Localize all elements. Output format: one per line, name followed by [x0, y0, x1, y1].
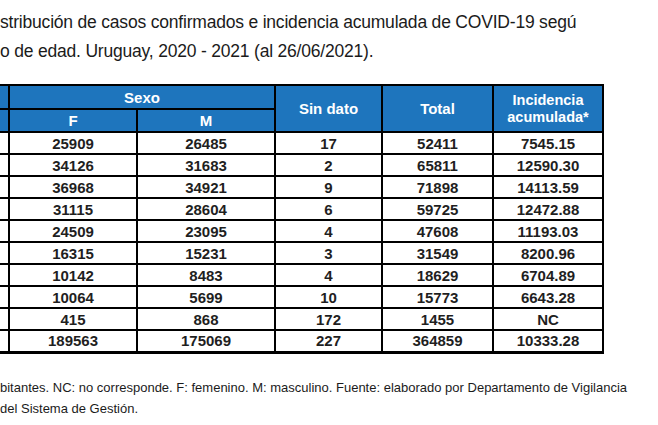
table-row: 18956317506922736485910333.28 — [0, 330, 603, 352]
table-cell: 10064 — [9, 286, 137, 308]
age-group-header-cut — [0, 85, 9, 109]
table-cell: 7545.15 — [493, 132, 603, 154]
table-cell: 227 — [275, 330, 382, 352]
table-cell: 4 — [275, 264, 382, 286]
table-cell: 26485 — [137, 132, 275, 154]
table-row: 369683492197189814113.59 — [0, 176, 603, 198]
age-group-cell-cut — [0, 198, 9, 220]
table-cell: 11193.03 — [493, 220, 603, 242]
table-row: 311152860465972512472.88 — [0, 198, 603, 220]
table-row: 259092648517524117545.15 — [0, 132, 603, 154]
table-cell: 3 — [275, 242, 382, 264]
table-cell: 172 — [275, 308, 382, 330]
column-header-incidencia-acumulada: Incidencia acumulada* — [493, 85, 603, 132]
table-cell: 6704.89 — [493, 264, 603, 286]
table-row: 1014284834186296704.89 — [0, 264, 603, 286]
table-cell: 65811 — [382, 154, 493, 176]
column-header-f: F — [9, 109, 137, 132]
age-group-cell-cut — [0, 242, 9, 264]
table-row: 16315152313315498200.96 — [0, 242, 603, 264]
age-group-cell-cut — [0, 132, 9, 154]
table-cell: 364859 — [382, 330, 493, 352]
age-group-cell-cut — [0, 308, 9, 330]
table-cell: 8483 — [137, 264, 275, 286]
table-body: 259092648517524117545.153412631683265811… — [0, 132, 603, 352]
table-cell: 14113.59 — [493, 176, 603, 198]
age-group-cell-cut — [0, 220, 9, 242]
report-page: stribución de casos confirmados e incide… — [0, 0, 658, 425]
table-cell: 31683 — [137, 154, 275, 176]
age-group-cell-cut — [0, 286, 9, 308]
table-cell: 8200.96 — [493, 242, 603, 264]
table-cell: 415 — [9, 308, 137, 330]
table-row: 341263168326581112590.30 — [0, 154, 603, 176]
covid-cases-table: Sexo Sin dato Total Incidencia acumulada… — [0, 84, 604, 354]
footnote: bitantes. NC: no corresponde. F: femenin… — [0, 377, 627, 419]
table-cell: 6 — [275, 198, 382, 220]
table-cell: 16315 — [9, 242, 137, 264]
table-cell: 34921 — [137, 176, 275, 198]
page-title: stribución de casos confirmados e incide… — [0, 8, 576, 66]
age-group-cell-cut — [0, 330, 9, 352]
table-cell: 4 — [275, 220, 382, 242]
table-cell: 15773 — [382, 286, 493, 308]
table-row: 4158681721455NC — [0, 308, 603, 330]
age-group-cell-cut — [0, 154, 9, 176]
age-group-subheader-cut — [0, 109, 9, 132]
footnote-line-1: bitantes. NC: no corresponde. F: femenin… — [0, 377, 627, 398]
table-cell: 34126 — [9, 154, 137, 176]
table-cell: 31549 — [382, 242, 493, 264]
table-cell: NC — [493, 308, 603, 330]
column-header-m: M — [137, 109, 275, 132]
table-cell: 17 — [275, 132, 382, 154]
table-cell: 23095 — [137, 220, 275, 242]
table-cell: 189563 — [9, 330, 137, 352]
table-cell: 24509 — [9, 220, 137, 242]
table-cell: 25909 — [9, 132, 137, 154]
table-cell: 868 — [137, 308, 275, 330]
table-cell: 36968 — [9, 176, 137, 198]
table-cell: 12472.88 — [493, 198, 603, 220]
table-cell: 6643.28 — [493, 286, 603, 308]
table-cell: 52411 — [382, 132, 493, 154]
table-cell: 9 — [275, 176, 382, 198]
column-header-sexo: Sexo — [9, 85, 275, 109]
column-header-total: Total — [382, 85, 493, 132]
table-cell: 5699 — [137, 286, 275, 308]
table-cell: 1455 — [382, 308, 493, 330]
title-line-1: stribución de casos confirmados e incide… — [0, 8, 576, 37]
title-line-2: o de edad. Uruguay, 2020 - 2021 (al 26/0… — [0, 37, 576, 66]
table-cell: 12590.30 — [493, 154, 603, 176]
column-header-sin-dato: Sin dato — [275, 85, 382, 132]
header-row-1: Sexo Sin dato Total Incidencia acumulada… — [0, 85, 603, 109]
table-cell: 175069 — [137, 330, 275, 352]
age-group-cell-cut — [0, 264, 9, 286]
table-cell: 47608 — [382, 220, 493, 242]
age-group-cell-cut — [0, 176, 9, 198]
table-row: 10064569910157736643.28 — [0, 286, 603, 308]
table-cell: 10142 — [9, 264, 137, 286]
table-cell: 31115 — [9, 198, 137, 220]
table-cell: 15231 — [137, 242, 275, 264]
table-cell: 28604 — [137, 198, 275, 220]
footnote-line-2: del Sistema de Gestión. — [0, 398, 627, 419]
table-row: 245092309544760811193.03 — [0, 220, 603, 242]
table-cell: 10 — [275, 286, 382, 308]
table-cell: 71898 — [382, 176, 493, 198]
table-cell: 18629 — [382, 264, 493, 286]
table-cell: 59725 — [382, 198, 493, 220]
table-header: Sexo Sin dato Total Incidencia acumulada… — [0, 85, 603, 132]
table-cell: 10333.28 — [493, 330, 603, 352]
table-cell: 2 — [275, 154, 382, 176]
